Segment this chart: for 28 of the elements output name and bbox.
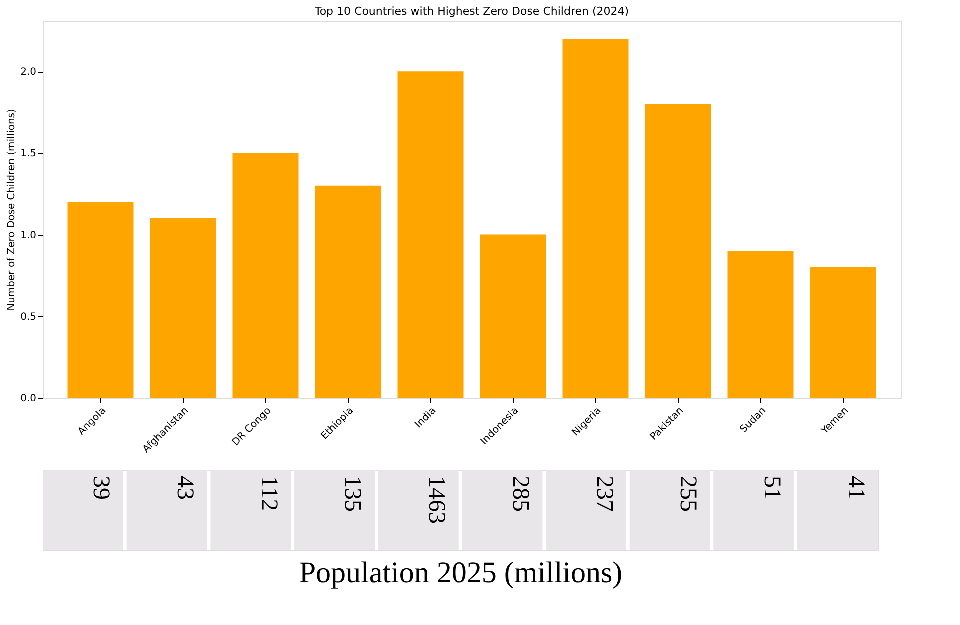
bar [398,72,464,398]
data-label: 51 [758,476,785,500]
data-label: 135 [340,476,366,512]
bar [810,267,876,398]
data-label: 43 [172,476,198,500]
data-label: 255 [675,476,702,512]
y-axis-title: Number of Zero Dose Children (millions) [6,108,18,311]
data-label: 237 [591,476,618,512]
y-tick-label: 0.5 [20,312,36,323]
bar [480,234,546,398]
y-tick-label: 1.5 [20,148,36,160]
data-label: 41 [842,476,869,500]
bar [562,38,629,398]
bar [232,153,299,398]
data-label: 112 [256,476,282,512]
text: Population 2025 (millions) [299,556,623,590]
y-tick-label: 1.0 [20,230,36,242]
bar [645,104,712,398]
bar [68,202,134,398]
bar [150,218,216,398]
data-label: 39 [88,476,114,500]
chart-title: Top 10 Countries with Highest Zero Dose Children (2024) [314,5,630,18]
data-label: 1463 [424,476,450,524]
bar [728,251,794,398]
y-tick-label: 2.0 [20,67,36,78]
data-label: 285 [507,476,534,512]
y-tick-label: 0.0 [20,394,36,404]
bar [315,186,382,398]
